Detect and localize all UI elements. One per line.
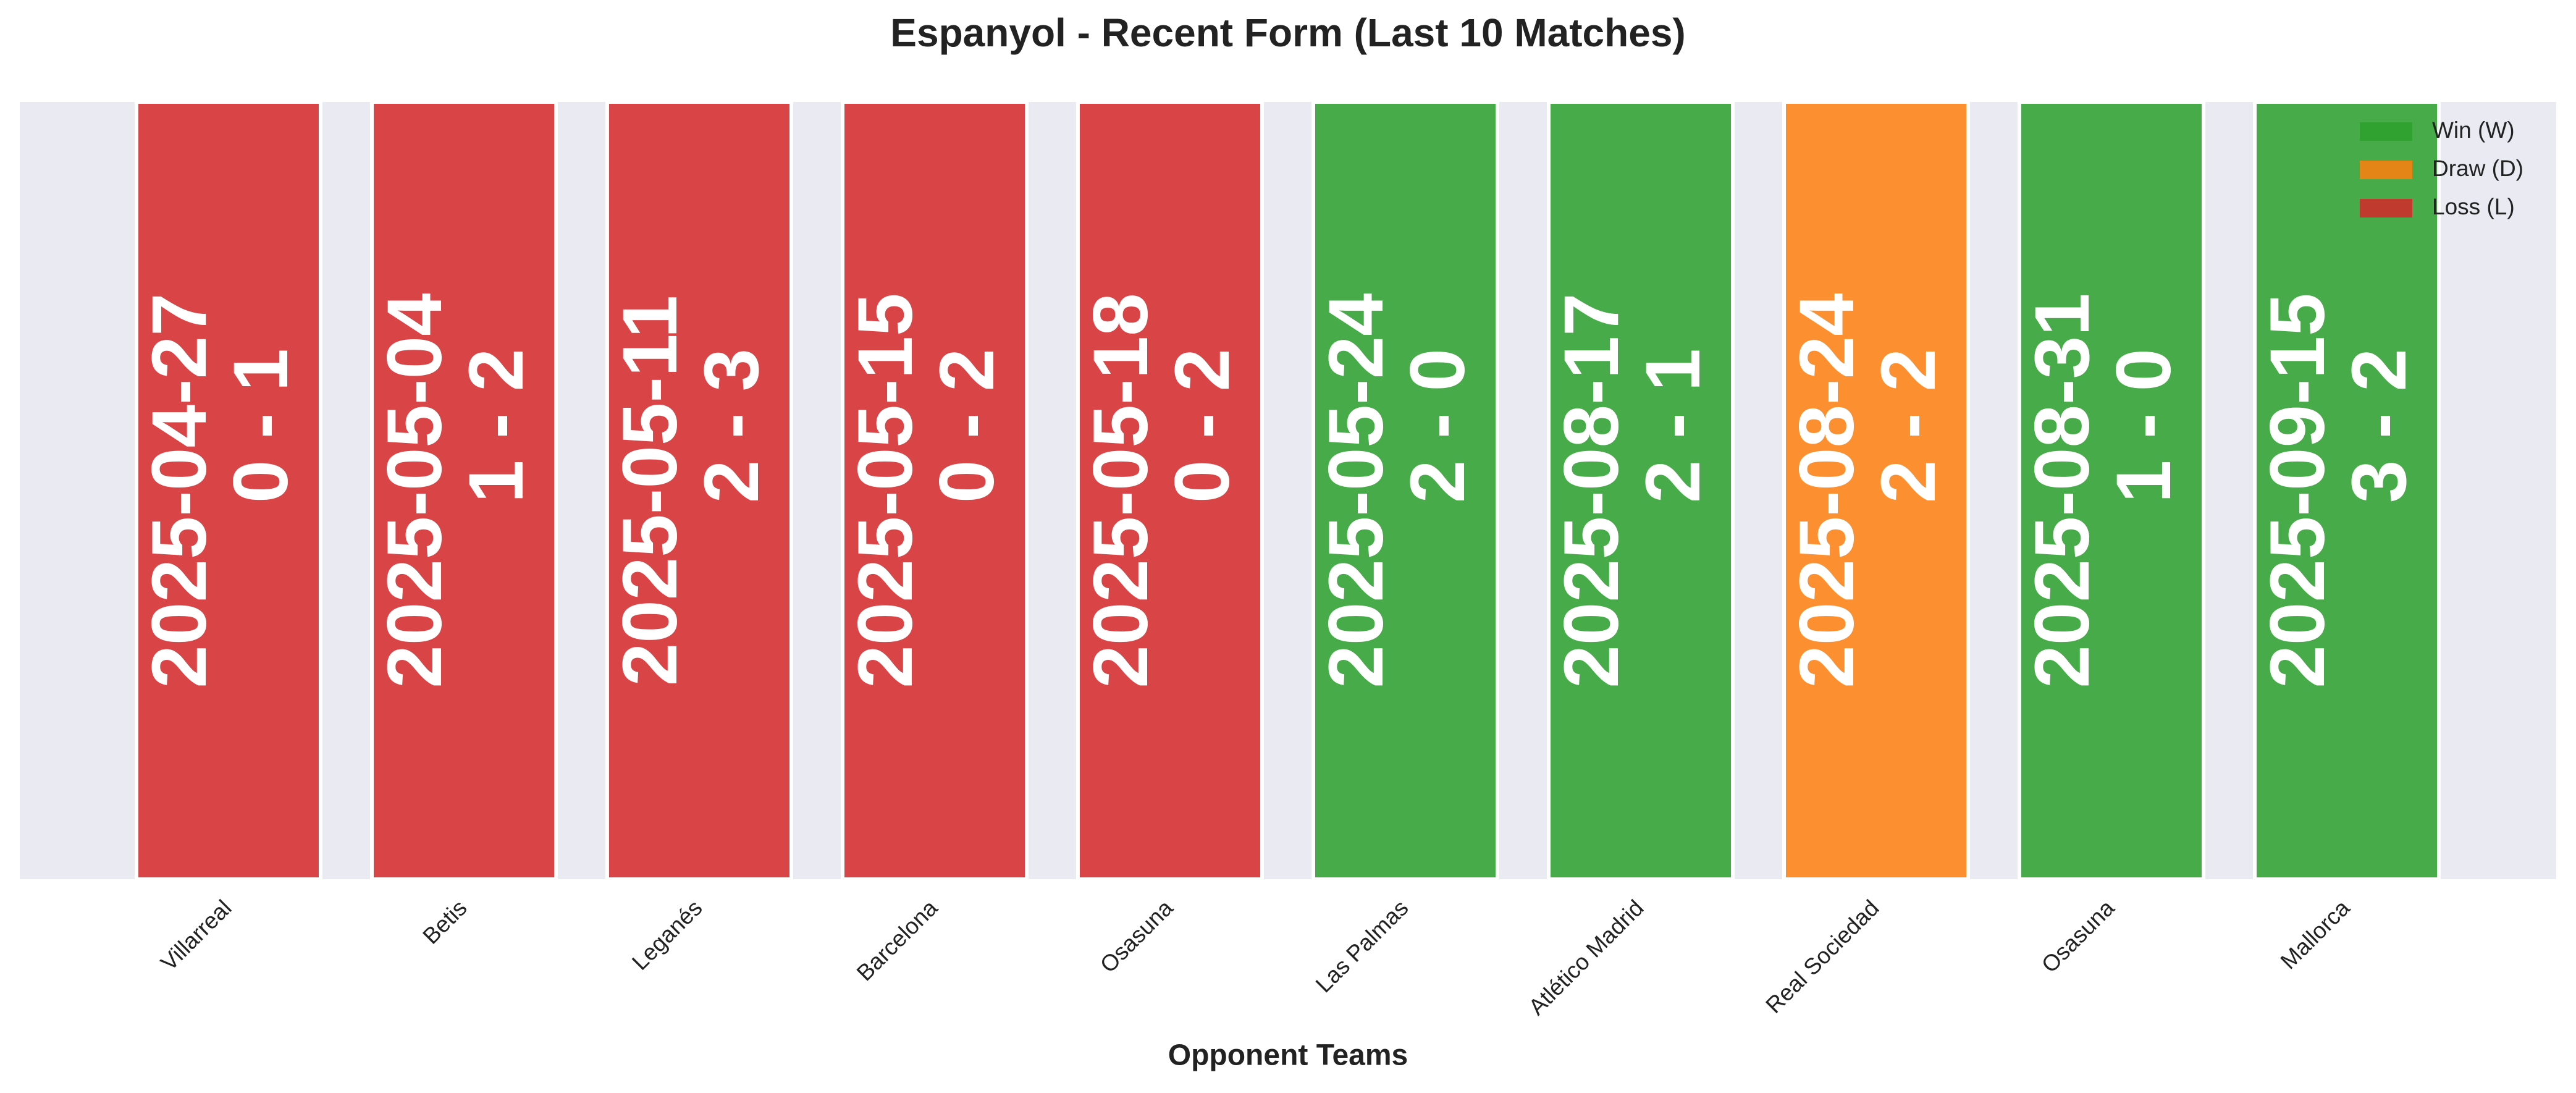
bar (2018, 100, 2205, 881)
x-tick-label: Mallorca (2276, 895, 2355, 974)
bar-date-label: 2025-04-27 (137, 293, 222, 688)
bar (841, 100, 1029, 881)
bar-score-label: 2 - 0 (1395, 348, 1481, 503)
x-tick-label: Atlético Madrid (1524, 895, 1649, 1020)
bar (1782, 100, 1970, 881)
bar-date-label: 2025-05-24 (1313, 293, 1399, 688)
bar-date-label: 2025-05-11 (607, 295, 693, 686)
chart-title: Espanyol - Recent Form (Last 10 Matches) (890, 11, 1685, 55)
bar-score-label: 1 - 0 (2101, 348, 2187, 503)
x-tick-label: Real Sociedad (1761, 895, 1884, 1018)
legend-label: Draw (D) (2432, 156, 2523, 181)
x-axis-label: Opponent Teams (1168, 1039, 1408, 1072)
x-tick-label: Villarreal (156, 895, 236, 976)
bar-date-label: 2025-09-15 (2255, 293, 2341, 688)
x-tick-label: Leganés (627, 895, 707, 975)
x-tick-label: Betis (418, 895, 471, 949)
bar-score-label: 1 - 2 (453, 348, 539, 503)
bar-date-label: 2025-08-24 (1784, 293, 1870, 688)
legend-swatch (2360, 199, 2412, 217)
bar-score-label: 3 - 2 (2336, 348, 2422, 503)
legend-label: Win (W) (2432, 117, 2515, 143)
bar-score-label: 0 - 2 (1160, 348, 1245, 503)
x-tick-label: Barcelona (852, 895, 943, 985)
bar (135, 100, 322, 881)
bar-date-label: 2025-08-31 (2019, 293, 2105, 688)
bar-date-label: 2025-05-04 (372, 293, 458, 688)
bar-score-label: 2 - 3 (689, 348, 775, 503)
bar-date-label: 2025-08-17 (1549, 293, 1635, 688)
legend-swatch (2360, 122, 2412, 141)
x-tick-label: Osasuna (2037, 895, 2119, 977)
bar (1547, 100, 1735, 881)
bar (605, 100, 793, 881)
bar-date-label: 2025-05-15 (843, 293, 928, 688)
bar (1311, 100, 1499, 881)
bar-score-label: 2 - 1 (1630, 348, 1716, 503)
legend-label: Loss (L) (2432, 194, 2515, 219)
bar-score-label: 0 - 2 (924, 348, 1010, 503)
x-tick-label: Las Palmas (1311, 895, 1413, 998)
bar (1076, 100, 1264, 881)
bar (370, 100, 558, 881)
bar (2253, 100, 2441, 881)
bar-date-label: 2025-05-18 (1078, 293, 1164, 688)
x-tick-label: Osasuna (1095, 895, 1178, 977)
legend-swatch (2360, 161, 2412, 179)
bar-score-label: 2 - 2 (1866, 348, 1951, 503)
bar-score-label: 0 - 1 (218, 348, 304, 503)
